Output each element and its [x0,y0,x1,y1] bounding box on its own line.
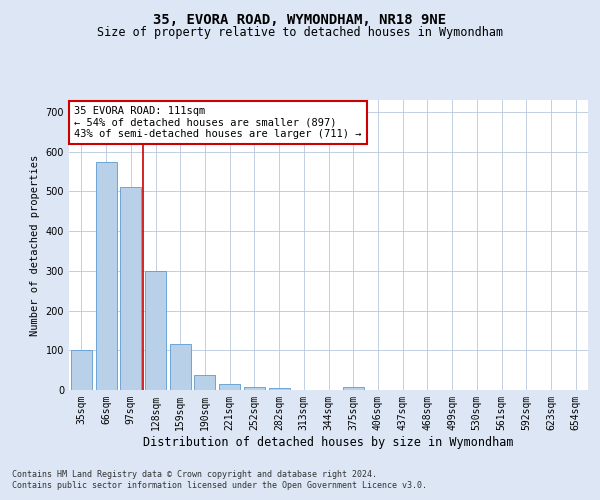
Bar [244,387,265,390]
Bar [170,344,191,390]
Y-axis label: Number of detached properties: Number of detached properties [30,154,40,336]
Bar [145,271,166,390]
Bar [95,162,116,390]
Text: 35, EVORA ROAD, WYMONDHAM, NR18 9NE: 35, EVORA ROAD, WYMONDHAM, NR18 9NE [154,12,446,26]
X-axis label: Distribution of detached houses by size in Wymondham: Distribution of detached houses by size … [143,436,514,448]
Bar [71,350,92,390]
Text: 35 EVORA ROAD: 111sqm
← 54% of detached houses are smaller (897)
43% of semi-det: 35 EVORA ROAD: 111sqm ← 54% of detached … [74,106,362,139]
Bar [269,388,290,390]
Bar [194,376,215,390]
Text: Size of property relative to detached houses in Wymondham: Size of property relative to detached ho… [97,26,503,39]
Text: Contains public sector information licensed under the Open Government Licence v3: Contains public sector information licen… [12,481,427,490]
Bar [219,384,240,390]
Text: Contains HM Land Registry data © Crown copyright and database right 2024.: Contains HM Land Registry data © Crown c… [12,470,377,479]
Bar [120,188,141,390]
Bar [343,387,364,390]
